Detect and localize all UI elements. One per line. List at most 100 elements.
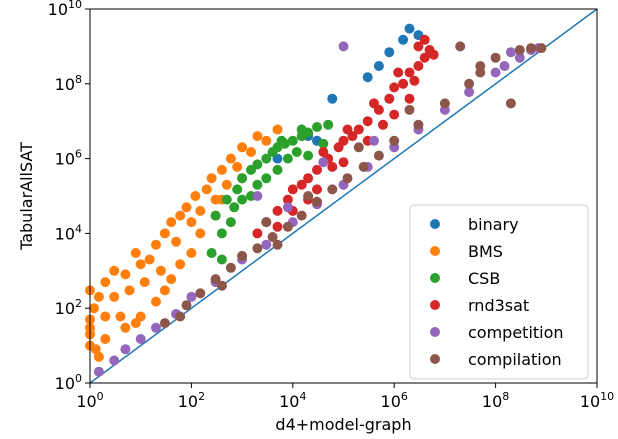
- point-CSB: [216, 254, 227, 265]
- point-compilation: [296, 210, 307, 221]
- x-tick-label: 100: [76, 390, 103, 411]
- point-rnd3sat: [327, 161, 338, 172]
- legend-marker-competition: [430, 327, 440, 337]
- point-compilation: [353, 142, 364, 153]
- point-BMS: [201, 184, 212, 195]
- point-competition: [151, 322, 161, 333]
- point-compilation: [455, 41, 466, 52]
- point-BMS: [159, 228, 170, 239]
- y-tick-label: 102: [55, 297, 82, 318]
- point-compilation: [216, 280, 227, 291]
- point-compilation: [272, 239, 283, 250]
- point-CSB: [232, 184, 243, 195]
- point-rnd3sat: [303, 173, 314, 184]
- y-axis-label: TabularAllSAT: [17, 142, 36, 251]
- point-BMS: [175, 259, 186, 270]
- point-CSB: [225, 217, 236, 228]
- point-compilation: [237, 250, 248, 261]
- point-BMS: [221, 179, 232, 190]
- point-compilation: [267, 232, 278, 242]
- point-BMS: [186, 248, 197, 258]
- point-rnd3sat: [419, 52, 430, 63]
- point-rnd3sat: [338, 135, 349, 146]
- point-binary: [373, 61, 384, 71]
- point-compilation: [261, 217, 272, 228]
- point-rnd3sat: [384, 93, 395, 104]
- legend-label-compilation: compilation: [468, 350, 562, 369]
- point-competition: [252, 191, 263, 201]
- point-BMS: [190, 191, 201, 201]
- point-BMS: [272, 124, 283, 135]
- point-compilation: [464, 78, 475, 89]
- point-CSB: [252, 159, 263, 170]
- point-rnd3sat: [287, 184, 298, 195]
- point-competition: [505, 47, 516, 58]
- point-rnd3sat: [272, 221, 283, 232]
- point-compilation: [225, 262, 236, 273]
- point-compilation: [404, 104, 415, 115]
- point-compilation: [195, 288, 206, 299]
- point-BMS: [225, 153, 236, 164]
- point-compilation: [526, 43, 536, 54]
- point-BMS: [151, 296, 161, 307]
- point-compilation: [159, 318, 170, 329]
- point-rnd3sat: [404, 93, 415, 104]
- point-CSB: [221, 194, 232, 205]
- point-compilation: [181, 300, 192, 311]
- x-tick-label: 108: [482, 390, 509, 411]
- point-CSB: [291, 147, 302, 157]
- point-CSB: [252, 179, 263, 190]
- point-BMS: [120, 322, 131, 333]
- x-tick-label: 106: [381, 390, 408, 411]
- point-BMS: [216, 164, 227, 175]
- point-BMS: [93, 291, 104, 302]
- plot-area-frame: [89, 8, 598, 384]
- point-compilation: [252, 243, 263, 254]
- point-BMS: [181, 202, 192, 213]
- point-BMS: [144, 254, 155, 265]
- x-axis-label: d4+model-graph: [275, 415, 411, 434]
- point-compilation: [475, 61, 486, 71]
- point-competition: [282, 202, 293, 213]
- point-rnd3sat: [409, 75, 420, 86]
- x-tick-label: 102: [178, 390, 205, 411]
- point-rnd3sat: [338, 157, 349, 168]
- point-BMS: [166, 217, 177, 228]
- point-CSB: [276, 135, 287, 146]
- point-BMS: [195, 205, 206, 216]
- point-rnd3sat: [312, 164, 322, 175]
- point-competition: [186, 291, 197, 302]
- legend: binary BMS CSB rnd3sat competition compilatio…: [409, 204, 589, 380]
- point-binary: [404, 23, 415, 34]
- point-BMS: [232, 161, 243, 172]
- point-BMS: [100, 311, 111, 322]
- legend-marker-rnd3sat: [430, 300, 440, 310]
- point-CSB: [318, 138, 329, 149]
- point-BMS: [130, 318, 141, 329]
- point-BMS: [166, 274, 177, 285]
- point-competition: [120, 344, 131, 355]
- point-BMS: [100, 334, 111, 344]
- point-compilation: [312, 196, 322, 207]
- point-CSB: [237, 173, 248, 184]
- point-CSB: [282, 153, 293, 164]
- point-compilation: [439, 98, 450, 109]
- point-rnd3sat: [398, 78, 409, 89]
- point-rnd3sat: [413, 41, 424, 52]
- point-rnd3sat: [369, 98, 379, 109]
- point-rnd3sat: [353, 124, 364, 135]
- point-rnd3sat: [428, 49, 439, 60]
- point-BMS: [115, 311, 126, 322]
- point-competition: [318, 157, 329, 168]
- point-BMS: [100, 277, 111, 288]
- reference-line-layer: [89, 8, 598, 384]
- x-axis-ticks: 100 102 104 106 108 1010: [76, 383, 614, 411]
- point-BMS: [195, 228, 206, 239]
- legend-box: [409, 204, 589, 380]
- point-compilation: [490, 52, 501, 63]
- point-rnd3sat: [413, 61, 424, 71]
- legend-marker-compilation: [430, 354, 440, 364]
- point-CSB: [303, 150, 314, 161]
- point-BMS: [206, 173, 217, 184]
